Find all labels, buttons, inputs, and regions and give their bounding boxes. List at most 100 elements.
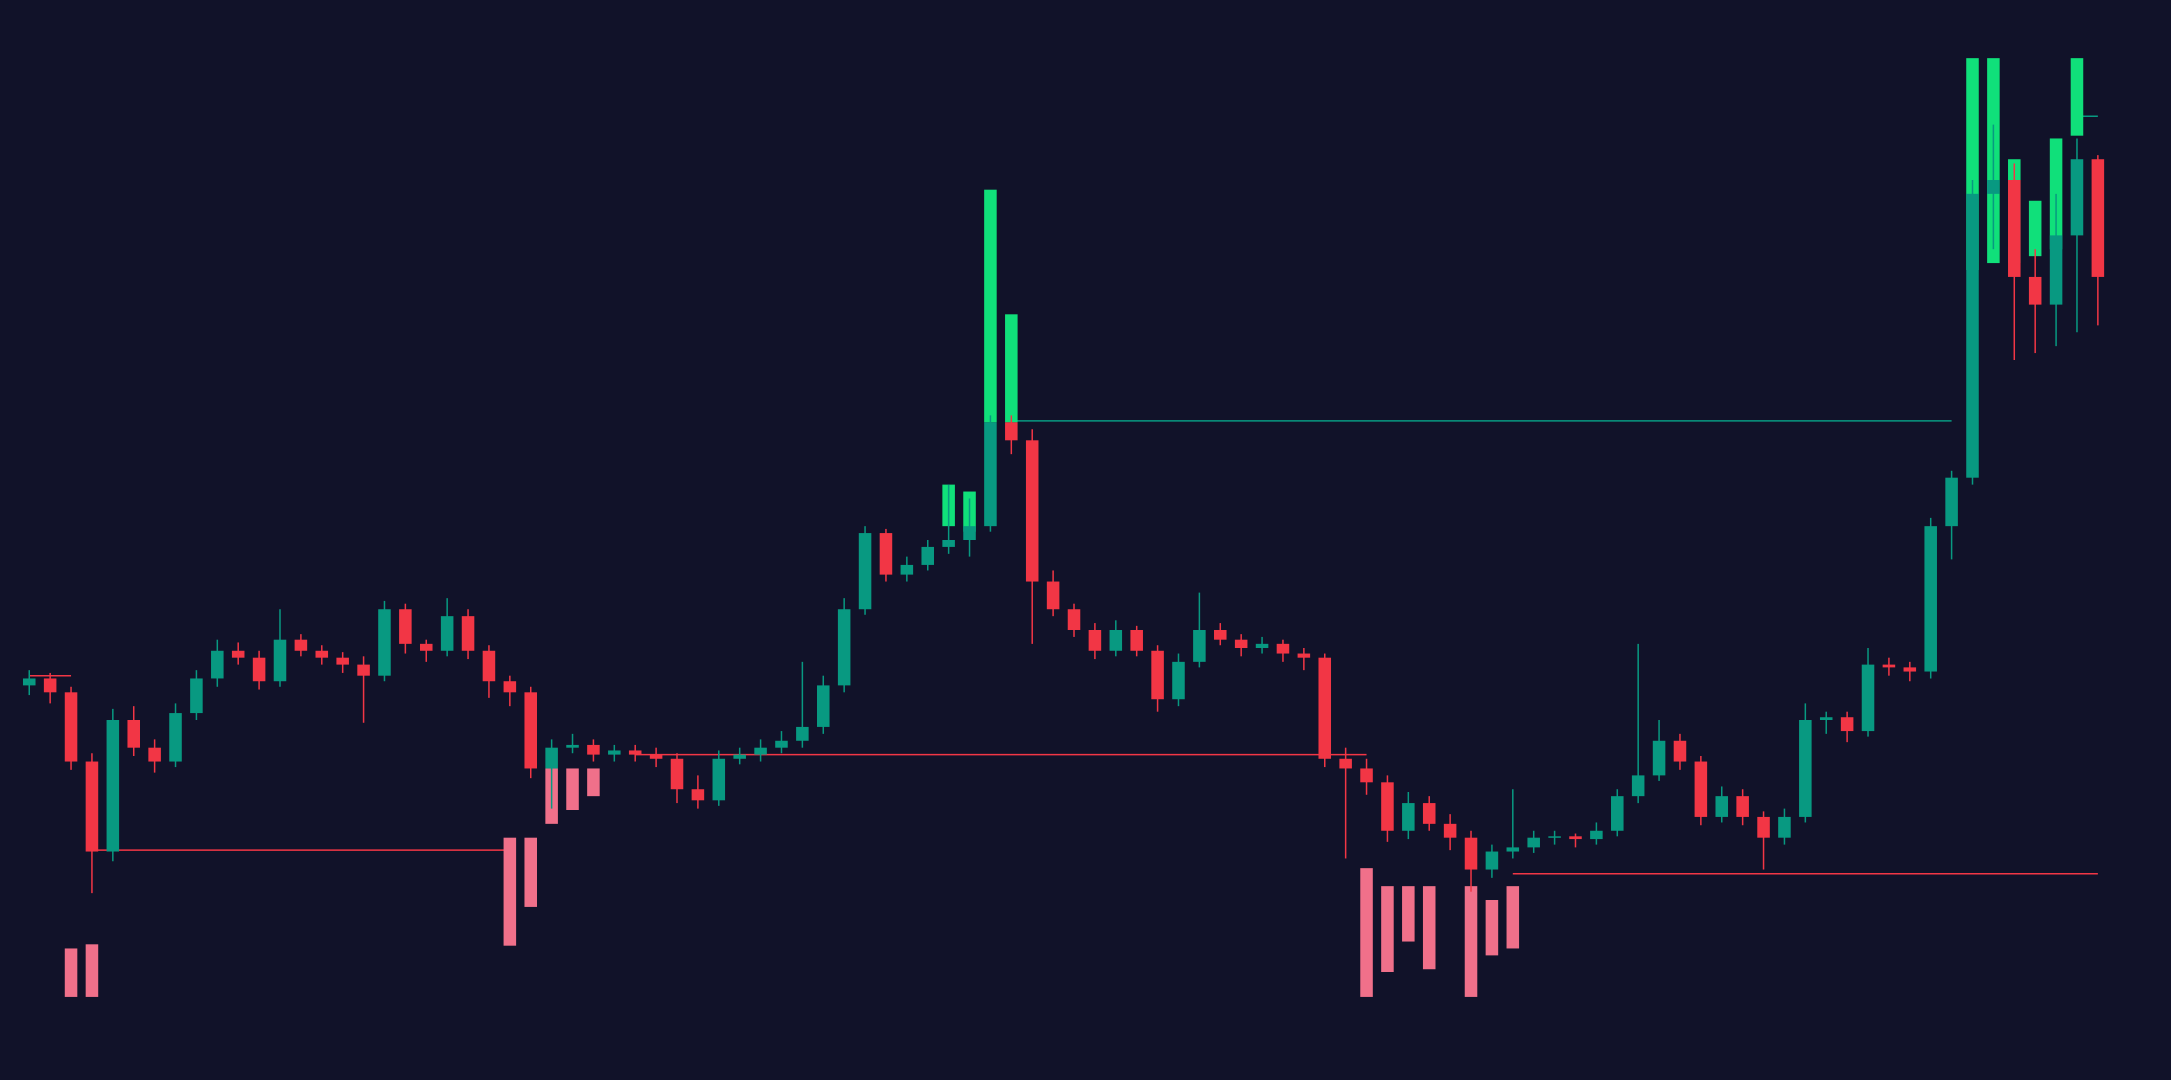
zone-bar [1422, 886, 1436, 970]
candle-body [1339, 758, 1352, 769]
candle-body [1255, 643, 1269, 648]
candle-body [879, 533, 893, 575]
candle-body [85, 761, 99, 852]
zone-bar [1381, 886, 1394, 972]
candle-body [587, 744, 600, 755]
candle-body [1527, 837, 1540, 848]
candle-body [628, 750, 642, 755]
candle-body [1590, 830, 1603, 840]
candle-body [524, 692, 538, 769]
candle-body [231, 650, 245, 658]
candle-body [294, 639, 308, 651]
candle-body [1005, 422, 1018, 441]
candle-body [1694, 761, 1708, 817]
candle-body [1422, 803, 1436, 824]
candle-body [22, 678, 36, 686]
zone-bar [524, 837, 538, 907]
candle-body [2049, 235, 2063, 305]
candle-body [1360, 768, 1373, 783]
zone-bar [984, 189, 997, 423]
zone-bar [587, 768, 600, 797]
zone-bar [566, 768, 579, 810]
candle-body [837, 609, 851, 686]
candle-body [566, 744, 579, 748]
candle-body [357, 664, 370, 676]
candle-body [1778, 816, 1791, 838]
candle-body [1924, 526, 1937, 672]
candle-body [419, 643, 433, 651]
candle-body [1882, 664, 1896, 668]
candle-body [1067, 609, 1081, 630]
zone-bar [1485, 900, 1499, 956]
candle-body [2008, 180, 2021, 277]
candle-body [670, 758, 684, 790]
candle-body [1903, 667, 1917, 672]
candle-body [1945, 477, 1958, 527]
candle-body [127, 720, 140, 748]
candle-body [1673, 740, 1687, 762]
candle-body [900, 564, 914, 575]
candle-body [1381, 782, 1394, 831]
zone-bar [85, 944, 99, 997]
candle-body [796, 726, 809, 741]
candle-body [2091, 159, 2105, 277]
candle-body [691, 789, 705, 801]
candle-body [1464, 837, 1478, 870]
candle-body [315, 650, 329, 658]
candle-body [378, 609, 391, 676]
candle-body [1799, 720, 1812, 817]
candle-body [1736, 796, 1749, 817]
candle-body [1234, 639, 1248, 648]
candle-body [963, 526, 976, 540]
candle-body [816, 685, 830, 727]
candle-body [1088, 630, 1102, 651]
candle-body [1276, 643, 1290, 654]
candle-body [1631, 775, 1645, 797]
candle-body [1757, 816, 1770, 838]
candle-body [2070, 159, 2084, 236]
candle-body [440, 616, 454, 651]
candle-body [733, 754, 746, 759]
candle-body [1402, 803, 1415, 831]
candle-body [169, 713, 182, 762]
zone-bar [1506, 886, 1520, 949]
zone-bar [1005, 314, 1018, 423]
candle-body [649, 754, 663, 759]
candle-body [1485, 851, 1499, 870]
zone-bar [503, 837, 517, 946]
candle-body [2028, 276, 2042, 305]
candle-body [1193, 630, 1206, 662]
candle-body [1652, 740, 1666, 776]
candle-body [1506, 847, 1520, 852]
candle-body [1046, 581, 1060, 610]
candle-body [1214, 630, 1227, 640]
candle-body [252, 657, 266, 682]
candle-body [1569, 836, 1582, 840]
candle-body [1172, 661, 1185, 700]
candle-body [1548, 836, 1561, 838]
candle-body [106, 720, 120, 852]
candle-body [754, 747, 767, 755]
candle-body [942, 540, 955, 547]
candle-body [64, 692, 78, 762]
zone-bar [2028, 200, 2042, 257]
candle-body [775, 740, 788, 748]
candle-body [1987, 180, 2000, 194]
candle-body [1318, 657, 1332, 759]
candle-body [336, 657, 349, 665]
candle-body [984, 422, 997, 527]
candle-body [858, 533, 872, 610]
zone-bar [1402, 886, 1415, 942]
candle-body [1025, 440, 1039, 582]
zone-bar [64, 948, 78, 997]
candle-body [1966, 193, 1979, 478]
candle-body [1861, 664, 1875, 732]
candle-body [482, 650, 496, 682]
candle-body [1840, 717, 1854, 732]
candle-body [1130, 630, 1143, 651]
candle-body [1151, 650, 1164, 700]
candle-body [1443, 823, 1457, 838]
candle-body [461, 616, 475, 651]
candle-body [712, 758, 726, 801]
